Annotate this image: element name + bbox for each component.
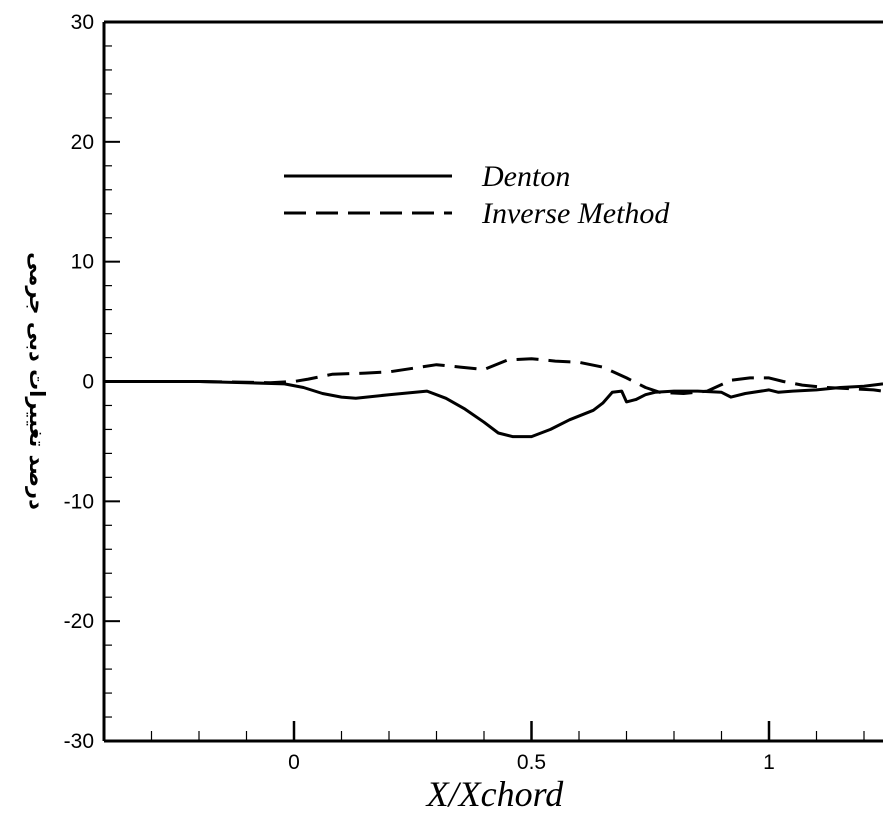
x-tick-label: 1	[763, 751, 775, 774]
legend-label-1: Inverse Method	[481, 197, 670, 230]
y-tick-label: 20	[71, 131, 94, 154]
axes: 30 20 10 0 -10 -20 -30 0 0.5 1	[64, 11, 883, 774]
y-tick-label: 0	[82, 371, 94, 394]
y-tick-label: 10	[71, 251, 94, 274]
y-tick-label: -30	[64, 730, 94, 753]
x-axis-title: X/Xchord	[425, 774, 565, 814]
y-tick-label: 30	[71, 11, 94, 34]
x-tick-label: 0	[288, 751, 300, 774]
series-layer	[104, 357, 883, 439]
x-tick-label: 0.5	[517, 751, 546, 774]
y-axis-title: درصد تغییرات دبی جرمی	[25, 252, 49, 510]
y-tick-label: -20	[64, 610, 94, 633]
series-line-1	[104, 357, 883, 395]
legend-label-0: Denton	[481, 160, 570, 193]
y-tick-label: -10	[64, 490, 94, 513]
series-line-0	[104, 380, 883, 439]
legend: Denton Inverse Method	[284, 160, 670, 230]
